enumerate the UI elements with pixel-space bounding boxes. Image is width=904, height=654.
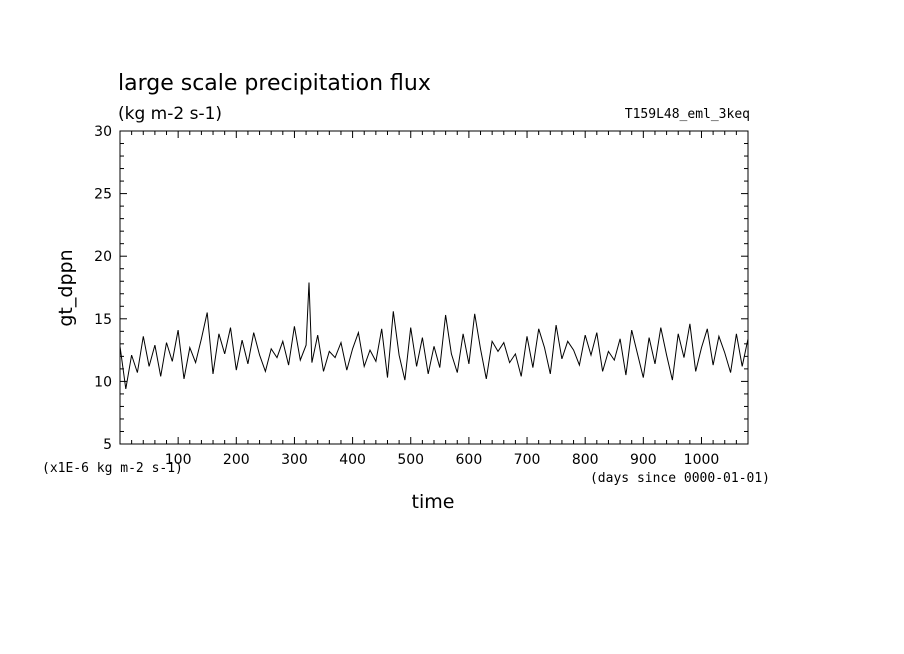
- y-scale-note: (x1E-6 kg m-2 s-1): [42, 461, 183, 476]
- plot-frame: [119, 130, 749, 445]
- y-tick-label: 25: [94, 187, 112, 203]
- x-tick-label: 500: [397, 452, 424, 468]
- chart-title: large scale precipitation flux: [118, 71, 431, 96]
- x-tick-label: 100: [165, 452, 192, 468]
- x-tick-label: 700: [514, 452, 541, 468]
- x-tick-label: 900: [630, 452, 657, 468]
- x-tick-label: 1000: [684, 452, 720, 468]
- x-tick-labels: 100 200 300 400 500 600 700 800 900 1000: [165, 452, 720, 468]
- series-line: [119, 282, 749, 389]
- y-tick-label: 15: [94, 312, 112, 328]
- x-axis-label: time: [412, 491, 455, 513]
- y-tick-labels: 5 10 15 20 25 30: [94, 124, 112, 453]
- y-tick-label: 5: [103, 437, 112, 453]
- x-tick-label: 300: [281, 452, 308, 468]
- x-unit-note: (days since 0000-01-01): [590, 471, 770, 486]
- y-tick-label: 30: [94, 124, 112, 140]
- tick-marks: [120, 131, 748, 444]
- y-tick-label: 10: [94, 374, 112, 390]
- x-tick-label: 400: [339, 452, 366, 468]
- y-axis-label: gt_dppn: [55, 249, 77, 326]
- x-tick-label: 600: [456, 452, 483, 468]
- x-tick-label: 800: [572, 452, 599, 468]
- experiment-label: T159L48_eml_3keq: [625, 107, 750, 122]
- y-tick-label: 20: [94, 249, 112, 265]
- x-tick-label: 200: [223, 452, 250, 468]
- chart-units: (kg m-2 s-1): [118, 104, 222, 124]
